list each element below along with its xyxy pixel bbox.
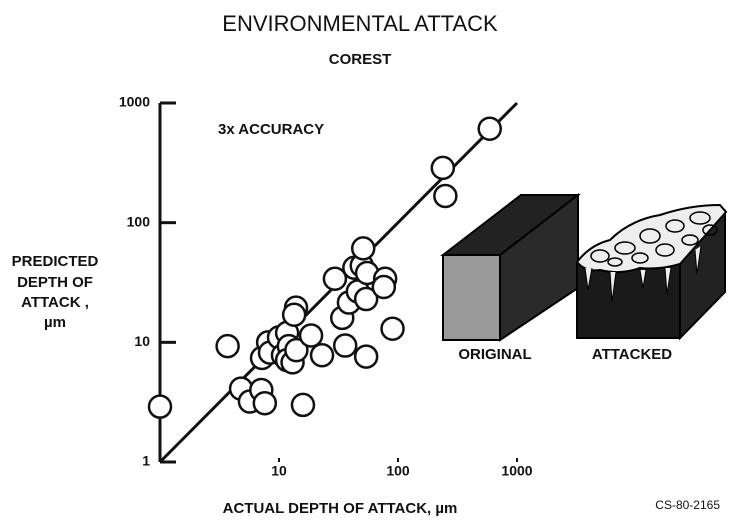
data-point: [371, 274, 397, 300]
data-point: [281, 302, 307, 328]
data-point: [298, 323, 324, 348]
y-axis-label: DEPTH OF: [17, 274, 93, 291]
y-tick-label: 10: [134, 333, 150, 349]
figure-label: ATTACKED: [592, 346, 672, 363]
data-point: [290, 392, 316, 418]
annotation: 3x ACCURACY: [218, 121, 324, 138]
specimen-original: [440, 192, 581, 342]
x-tick-label: 1000: [501, 463, 532, 479]
data-point: [380, 316, 405, 341]
data-point: [215, 333, 240, 359]
data-point: [284, 337, 309, 363]
data-point: [322, 266, 348, 291]
data-point: [309, 342, 335, 368]
data-point: [252, 390, 278, 416]
y-tick-label: 100: [127, 213, 151, 229]
y-axis-label: µm: [44, 314, 66, 331]
y-axis-label: ATTACK ,: [21, 294, 89, 311]
x-axis-label: ACTUAL DEPTH OF ATTACK, µm: [223, 500, 458, 517]
data-point: [332, 333, 358, 358]
chart-subtitle: COREST: [329, 51, 392, 68]
data-point: [433, 183, 458, 209]
x-tick-label: 10: [271, 463, 287, 479]
data-point: [477, 116, 502, 141]
y-tick-label: 1000: [119, 94, 150, 110]
data-point: [147, 394, 173, 419]
y-axis-label: PREDICTED: [12, 253, 99, 270]
data-point: [350, 236, 376, 261]
figure-code: CS-80-2165: [655, 498, 720, 512]
data-point: [353, 344, 379, 369]
data-point: [430, 155, 456, 181]
chart-title: ENVIRONMENTAL ATTACK: [222, 11, 498, 36]
specimen-attacked: [575, 203, 728, 341]
y-tick-label: 1: [142, 453, 150, 469]
figure-label: ORIGINAL: [458, 346, 531, 363]
x-tick-label: 100: [386, 463, 410, 479]
data-point: [353, 286, 379, 312]
